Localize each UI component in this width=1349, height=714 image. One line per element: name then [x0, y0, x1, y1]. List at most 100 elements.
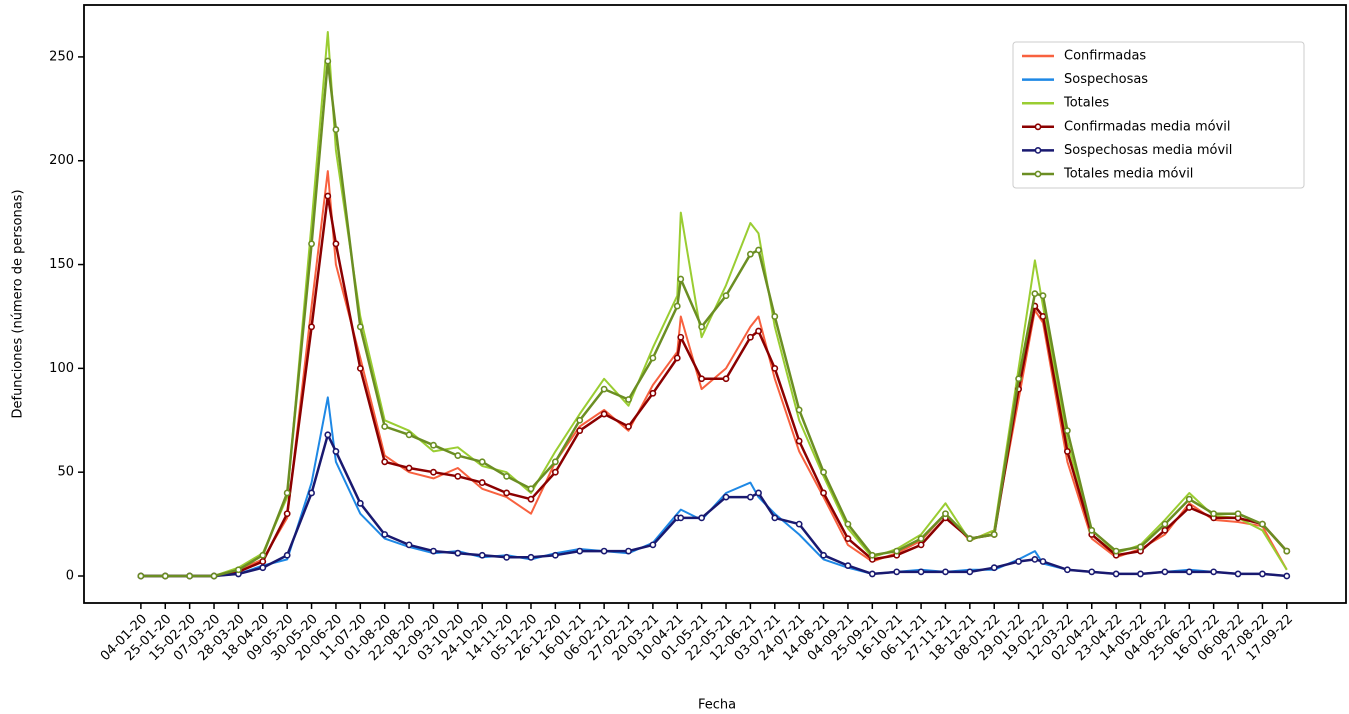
- series-marker: [332, 240, 340, 248]
- series-marker: [917, 535, 925, 543]
- series-marker: [1161, 568, 1169, 576]
- series-marker: [698, 375, 706, 383]
- series-marker: [454, 472, 462, 480]
- series-marker: [771, 364, 779, 372]
- series-marker: [405, 464, 413, 472]
- series-marker: [795, 520, 803, 528]
- series-marker: [1210, 568, 1218, 576]
- series-marker: [771, 514, 779, 522]
- series-marker: [1015, 558, 1022, 565]
- series-marker: [677, 333, 685, 341]
- series-marker: [1185, 495, 1193, 503]
- series-line: [140, 59, 1288, 578]
- series-marker: [430, 441, 437, 449]
- series-marker: [308, 489, 315, 497]
- series-marker: [381, 531, 389, 538]
- series-marker: [868, 551, 876, 559]
- series-marker: [430, 547, 437, 555]
- y-tick-label: 150: [49, 257, 74, 272]
- series-marker: [625, 396, 632, 403]
- series-marker: [259, 564, 267, 572]
- series-marker: [478, 551, 486, 559]
- series-marker: [576, 427, 584, 435]
- series-marker: [600, 547, 608, 555]
- series-marker: [649, 354, 657, 362]
- series-marker: [1234, 510, 1242, 518]
- series-marker: [698, 514, 706, 522]
- series-marker: [771, 313, 779, 320]
- series-marker: [1283, 572, 1291, 580]
- series-marker: [677, 275, 685, 283]
- series-marker: [893, 568, 901, 576]
- series-marker: [235, 566, 242, 574]
- series-marker: [649, 389, 657, 397]
- series-marker: [795, 437, 803, 445]
- series-marker: [1063, 427, 1071, 435]
- series-marker: [283, 510, 291, 518]
- series-marker: [747, 333, 754, 341]
- legend-marker: [1034, 123, 1042, 131]
- series-marker: [917, 568, 925, 576]
- legend-marker: [1034, 146, 1042, 154]
- series-marker: [942, 568, 949, 576]
- series-marker: [1283, 547, 1291, 555]
- series-marker: [1063, 566, 1071, 574]
- series-marker: [308, 323, 315, 331]
- series-marker: [503, 553, 511, 561]
- legend-marker: [1034, 170, 1042, 178]
- series-marker: [259, 551, 267, 559]
- series-marker: [324, 431, 332, 439]
- series-marker: [405, 431, 413, 439]
- series-marker: [1234, 570, 1242, 578]
- series-marker: [503, 489, 511, 497]
- series-marker: [324, 192, 332, 200]
- series-marker: [551, 458, 559, 466]
- series-marker: [990, 531, 998, 538]
- series-marker: [917, 541, 925, 549]
- series-marker: [1112, 547, 1120, 555]
- series-marker: [332, 448, 340, 455]
- series-marker: [430, 468, 437, 476]
- plot-frame: [83, 4, 1347, 604]
- series-marker: [722, 292, 730, 300]
- series-marker: [527, 495, 535, 503]
- series-line: [140, 194, 1288, 578]
- series-marker: [576, 416, 584, 424]
- series-marker: [381, 423, 389, 430]
- series-marker: [698, 323, 706, 331]
- series-marker: [478, 458, 486, 466]
- series-marker: [1015, 375, 1022, 383]
- series-marker: [755, 489, 762, 497]
- series-marker: [381, 458, 389, 466]
- series-marker: [161, 572, 169, 580]
- series-marker: [966, 535, 974, 543]
- plot-area: [137, 31, 1291, 580]
- series-marker: [673, 302, 681, 310]
- series-marker: [747, 250, 754, 258]
- series-marker: [722, 375, 730, 383]
- x-axis-label: Fecha: [698, 698, 736, 713]
- series-marker: [942, 510, 949, 518]
- series-marker: [755, 246, 762, 254]
- series-marker: [1039, 292, 1047, 300]
- series-marker: [1031, 555, 1039, 563]
- series-marker: [551, 551, 559, 559]
- series-marker: [966, 568, 974, 576]
- series-marker: [722, 493, 730, 501]
- series-marker: [795, 406, 803, 414]
- series-marker: [454, 549, 462, 557]
- legend-label: Confirmadas media móvil: [1064, 119, 1231, 134]
- series-marker: [1088, 526, 1096, 534]
- series-marker: [1161, 526, 1169, 534]
- series-marker: [1031, 290, 1039, 298]
- series-marker: [356, 364, 364, 372]
- legend-label: Totales: [1063, 96, 1109, 111]
- series-marker: [259, 558, 267, 565]
- series-marker: [990, 564, 998, 572]
- series-marker: [1185, 568, 1193, 576]
- series-marker: [600, 410, 608, 418]
- series-marker: [356, 323, 364, 331]
- series-line: [140, 433, 1287, 578]
- legend-label: Sospechosas: [1064, 72, 1148, 87]
